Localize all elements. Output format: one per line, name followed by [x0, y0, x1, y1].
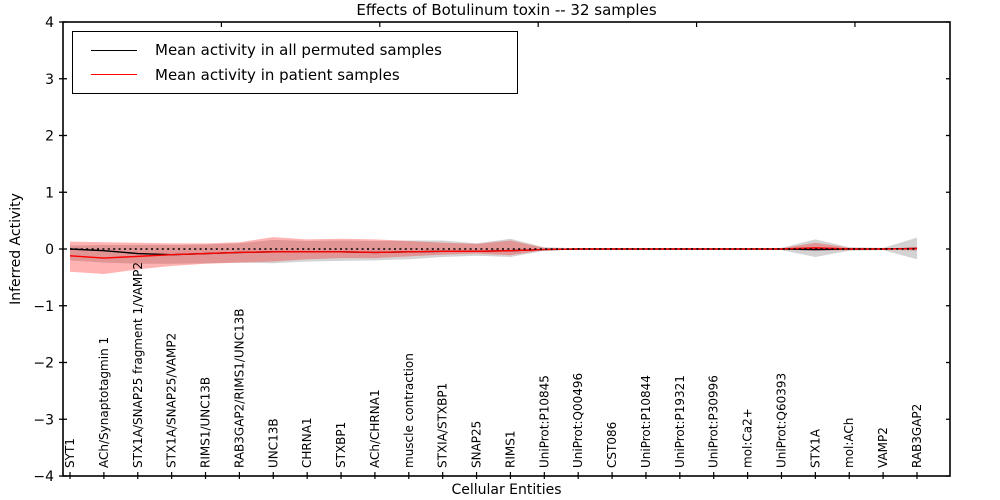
y-tick-label: 1: [45, 185, 54, 201]
y-tick-label: 3: [45, 72, 54, 88]
x-tick-label: VAMP2: [876, 427, 890, 468]
y-tick-label: 4: [45, 15, 54, 31]
patient-line-swatch-icon: [91, 74, 137, 76]
x-tick-label: UniProt:P19321: [673, 375, 687, 468]
x-tick-label: UniProt:P10845: [537, 375, 551, 468]
x-tick-label: STX1A: [808, 428, 822, 468]
y-tick-label: −1: [33, 299, 54, 315]
x-tick-label: SNAP25: [470, 421, 484, 468]
x-tick-label: RAB3GAP2/RIMS1/UNC13B: [232, 308, 246, 468]
chart-title: Effects of Botulinum toxin -- 32 samples: [356, 1, 657, 19]
x-tick-label: ACh/CHRNA1: [368, 389, 382, 468]
x-tick-label: mol:Ca2+: [741, 408, 755, 468]
x-tick-label: UniProt:Q60393: [774, 373, 788, 468]
x-tick-label: CST086: [605, 422, 619, 468]
legend-item-permuted: Mean activity in all permuted samples: [83, 38, 507, 63]
y-tick-label: 0: [45, 242, 54, 258]
x-tick-label: STXIA/STXBP1: [436, 383, 450, 468]
permuted-line-swatch-icon: [91, 49, 137, 51]
y-tick-label: 2: [45, 129, 54, 145]
x-tick-label: UniProt:P30996: [707, 375, 721, 468]
legend-label-patient: Mean activity in patient samples: [155, 65, 400, 84]
x-tick-label: UniProt:P10844: [639, 375, 653, 468]
x-tick-label: SYT1: [63, 438, 77, 468]
y-tick-label: −3: [33, 412, 54, 428]
x-axis-label: Cellular Entities: [451, 482, 562, 498]
x-tick-label: muscle contraction: [402, 353, 416, 468]
y-tick-label: −2: [33, 356, 54, 372]
x-tick-label: mol:ACh: [842, 418, 856, 468]
y-axis-label: Inferred Activity: [8, 193, 24, 305]
legend: Mean activity in all permuted samples Me…: [72, 31, 518, 94]
x-tick-label: RIMS1/UNC13B: [199, 377, 213, 468]
legend-label-permuted: Mean activity in all permuted samples: [155, 41, 442, 60]
x-tick-label: STX1A/SNAP25 fragment 1/VAMP2: [131, 262, 145, 468]
x-tick-label: UniProt:Q00496: [571, 373, 585, 468]
Mean-activity-in-patient-samples-line: [69, 247, 918, 259]
x-tick-label: CHRNA1: [300, 417, 314, 468]
x-tick-label: RIMS1: [503, 431, 517, 468]
x-tick-label: UNC13B: [266, 418, 280, 468]
x-tick-label: STXBP1: [334, 422, 348, 468]
legend-item-patient: Mean activity in patient samples: [83, 63, 507, 88]
x-tick-label: STX1A/SNAP25/VAMP2: [165, 333, 179, 468]
y-tick-label: −4: [33, 469, 54, 485]
x-tick-label: RAB3GAP2: [910, 404, 924, 468]
x-tick-label: ACh/Synaptotagmin 1: [97, 337, 111, 468]
patient-samples-range-band: [70, 237, 917, 274]
